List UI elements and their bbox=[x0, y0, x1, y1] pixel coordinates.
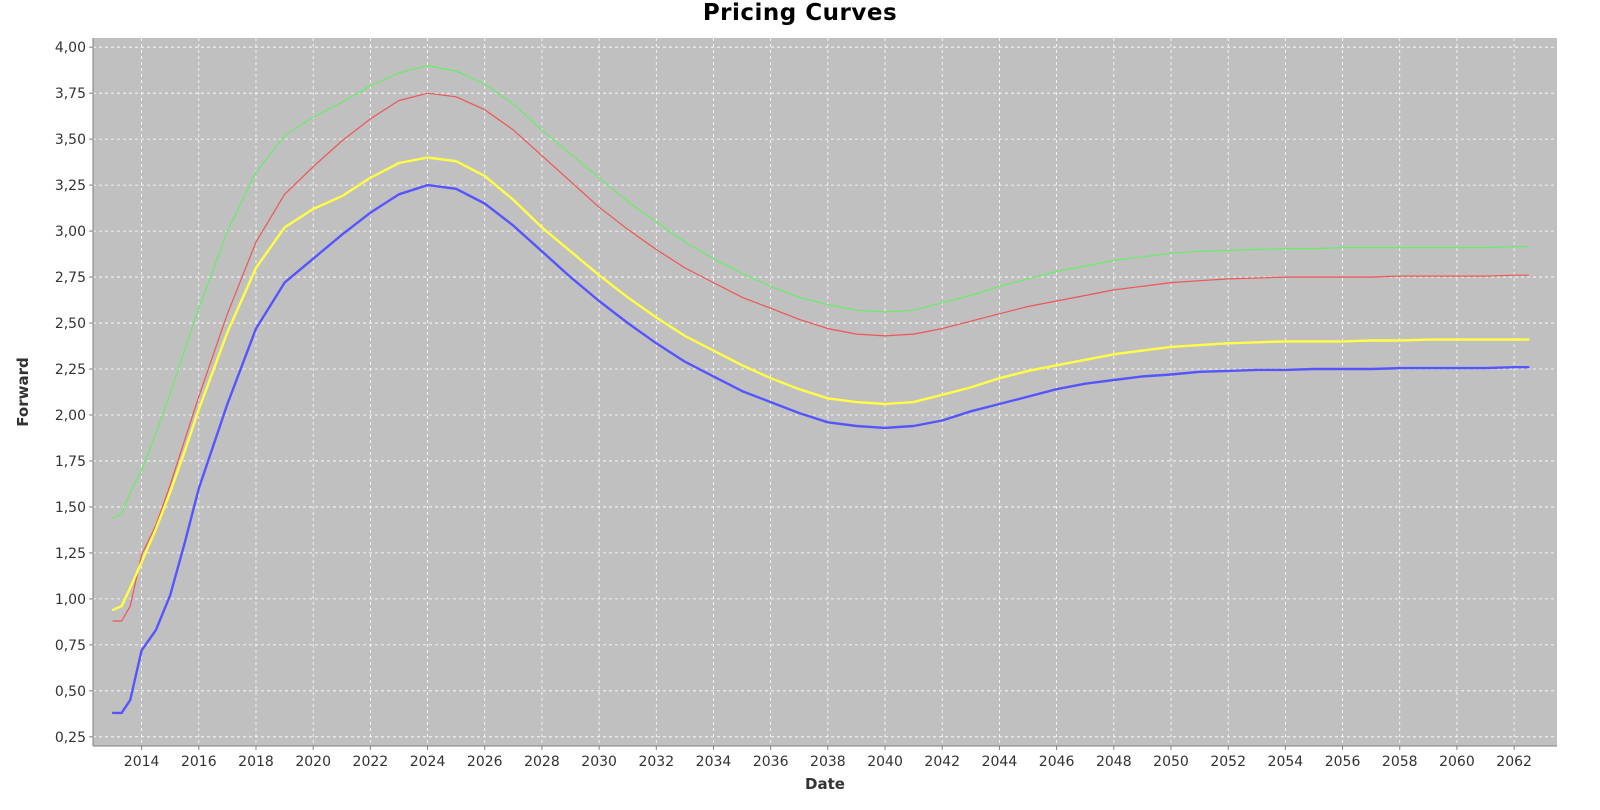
x-tick-label: 2036 bbox=[753, 754, 789, 770]
y-tick-label: 2,00 bbox=[55, 408, 86, 424]
series-lines bbox=[111, 65, 1530, 715]
y-tick-label: 0,25 bbox=[55, 730, 86, 746]
series-line-3 bbox=[111, 156, 1530, 612]
x-tick-label: 2020 bbox=[295, 754, 331, 770]
y-axis-title: Forward bbox=[14, 357, 32, 426]
x-tick-label: 2044 bbox=[982, 754, 1018, 770]
x-tick-label: 2052 bbox=[1210, 754, 1246, 770]
x-tick-label: 2034 bbox=[696, 754, 732, 770]
series-line-4 bbox=[111, 183, 1530, 715]
x-tick-label: 2038 bbox=[810, 754, 846, 770]
x-tick-label: 2056 bbox=[1325, 754, 1361, 770]
y-tick-label: 3,75 bbox=[55, 86, 86, 102]
x-tick-label: 2054 bbox=[1268, 754, 1304, 770]
y-tick-label: 1,00 bbox=[55, 592, 86, 608]
x-tick-label: 2022 bbox=[353, 754, 389, 770]
x-tick-label: 2050 bbox=[1153, 754, 1189, 770]
y-tick-label: 1,50 bbox=[55, 500, 86, 516]
x-tick-label: 2062 bbox=[1496, 754, 1532, 770]
x-tick-label: 2058 bbox=[1382, 754, 1418, 770]
x-tick-label: 2046 bbox=[1039, 754, 1075, 770]
y-tick-label: 2,75 bbox=[55, 270, 86, 286]
x-tick-label: 2042 bbox=[924, 754, 960, 770]
y-tick-label: 1,75 bbox=[55, 454, 86, 470]
plot-area bbox=[93, 38, 1557, 746]
x-tick-label: 2060 bbox=[1439, 754, 1475, 770]
y-tick-label: 2,50 bbox=[55, 316, 86, 332]
x-tick-label: 2030 bbox=[581, 754, 617, 770]
x-tick-label: 2048 bbox=[1096, 754, 1132, 770]
axes: 2014 2016 2018 2020 2022 2024 2026 2028 2030 2032… bbox=[55, 38, 1557, 770]
x-axis-title: Date bbox=[805, 775, 845, 793]
x-tick-label: 2018 bbox=[238, 754, 274, 770]
y-tick-label: 0,75 bbox=[55, 638, 86, 654]
x-tick-label: 2026 bbox=[467, 754, 503, 770]
y-tick-label: 3,25 bbox=[55, 178, 86, 194]
x-tick-label: 2040 bbox=[867, 754, 903, 770]
y-tick-label: 2,25 bbox=[55, 362, 86, 378]
y-tick-label: 0,50 bbox=[55, 684, 86, 700]
x-tick-label: 2016 bbox=[181, 754, 217, 770]
x-tick-label: 2024 bbox=[410, 754, 446, 770]
y-tick-label: 1,25 bbox=[55, 546, 86, 562]
y-tick-label: 3,00 bbox=[55, 224, 86, 240]
x-tick-label: 2032 bbox=[638, 754, 674, 770]
x-tick-label: 2028 bbox=[524, 754, 560, 770]
grid-lines bbox=[93, 38, 1557, 746]
y-tick-label: 4,00 bbox=[55, 40, 86, 56]
series-line-1 bbox=[112, 65, 1529, 519]
chart-title: Pricing Curves bbox=[702, 0, 898, 26]
x-tick-label: 2014 bbox=[124, 754, 160, 770]
series-line-2 bbox=[112, 92, 1529, 622]
y-tick-label: 3,50 bbox=[55, 132, 86, 148]
